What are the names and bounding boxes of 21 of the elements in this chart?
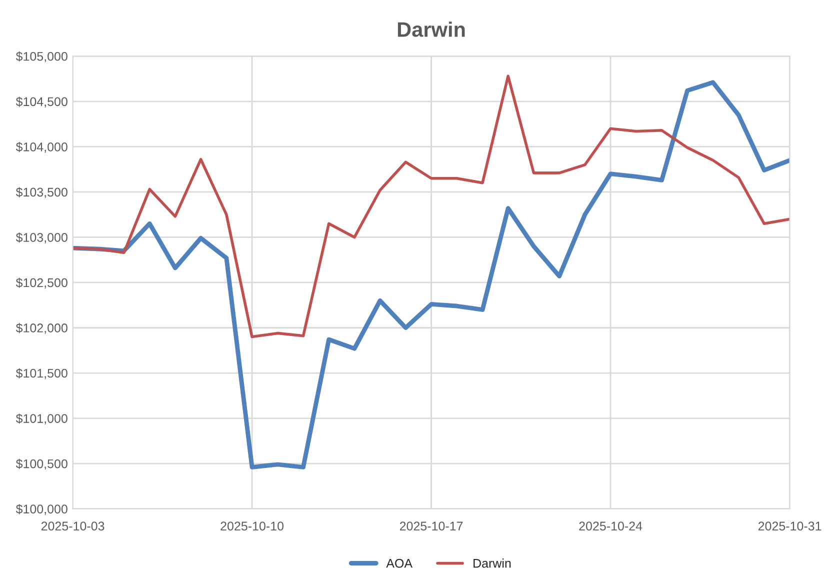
x-tick-label: 2025-10-17 (400, 522, 463, 531)
legend-label: AOA (386, 558, 413, 568)
line-series (72, 80, 790, 470)
y-tick-label: $100,500 (16, 458, 68, 470)
y-tick-label: $103,000 (16, 232, 68, 244)
y-tick-label: $104,500 (16, 96, 68, 108)
y-tick-label: $102,000 (16, 323, 68, 334)
chart-title: Darwin (398, 22, 465, 37)
y-tick-label: $101,000 (16, 414, 68, 424)
x-tick-label: 2025-10-24 (579, 522, 642, 531)
y-tick-label: $100,000 (16, 504, 68, 515)
legend-label: Darwin (474, 558, 511, 568)
y-tick-label: $105,000 (16, 51, 68, 62)
y-tick-label: $101,500 (16, 368, 68, 380)
x-tick-label: 2025-10-10 (220, 522, 284, 531)
x-tick-label: 2025-10-03 (41, 522, 104, 531)
line-series (72, 74, 790, 338)
y-tick-label: $103,500 (16, 187, 68, 198)
y-tick-label: $102,500 (16, 278, 68, 289)
x-tick-label: 2025-10-31 (758, 522, 822, 531)
y-tick-label: $104,000 (16, 142, 68, 153)
